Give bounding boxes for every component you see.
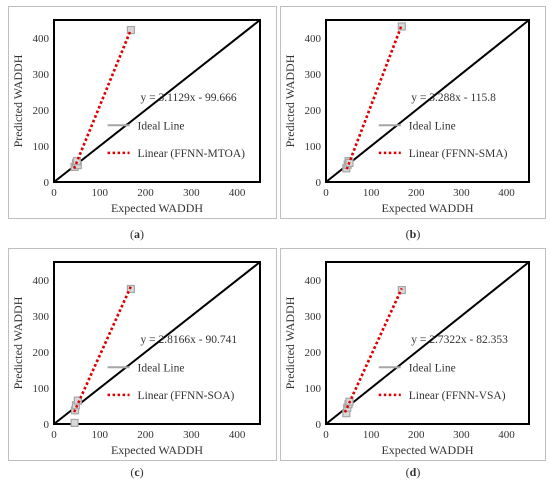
trend-equation: y = 2.8166x - 90.741	[141, 334, 238, 346]
x-axis-title: Expected WADDH	[111, 201, 203, 215]
trend-line-overlay	[343, 287, 403, 413]
chart-panel-2: 0 100 200 300 400 0 100 200 300 400 Expected WADDH…	[280, 6, 546, 241]
ideal-line	[325, 19, 530, 183]
panel-caption: (d)	[406, 465, 421, 479]
y-tick-label: 200	[33, 347, 50, 359]
plot-area-frame	[53, 19, 261, 183]
legend-label-trend: Linear (FFNN-SOA)	[138, 390, 235, 402]
y-tick-label: 0	[316, 419, 322, 431]
x-tick-label: 0	[323, 429, 329, 441]
y-axis-title: Predicted WADDH	[11, 54, 25, 147]
data-point	[73, 396, 82, 405]
y-axis-title: Predicted WADDH	[283, 54, 297, 147]
y-tick-label: 200	[305, 347, 322, 359]
x-tick-label: 300	[453, 187, 470, 199]
y-tick-label: 400	[33, 33, 50, 45]
y-axis-title: Predicted WADDH	[283, 296, 297, 389]
ideal-line	[53, 19, 261, 183]
ideal-line	[53, 261, 261, 425]
panel-border	[280, 248, 546, 461]
trend-equation: y = 3.1129x - 99.666	[141, 92, 237, 104]
legend-label-trend: Linear (FFNN-SMA)	[409, 148, 508, 160]
y-tick-label: 300	[305, 311, 322, 323]
x-tick-label: 200	[408, 187, 425, 199]
data-point	[72, 157, 81, 166]
x-tick-label: 0	[51, 429, 57, 441]
x-tick-label: 400	[229, 187, 246, 199]
trend-line-overlay	[345, 24, 403, 170]
y-tick-label: 100	[305, 141, 322, 153]
chart-panel-4: 0 100 200 300 400 0 100 200 300 400 Expected WADDH…	[280, 248, 546, 479]
y-tick-label: 0	[44, 419, 50, 431]
chart-panel-3: 0 100 200 300 400 0 100 200 300 400 Expected WADDH…	[8, 248, 277, 479]
legend-label-trend: Linear (FFNN-VSA)	[409, 390, 506, 402]
data-point	[126, 25, 136, 35]
y-tick-label: 100	[33, 141, 50, 153]
y-tick-label: 400	[33, 275, 50, 287]
x-tick-label: 100	[92, 429, 109, 441]
x-tick-label: 300	[453, 429, 470, 441]
legend-label-ideal: Ideal Line	[409, 362, 456, 374]
panel-caption: (b)	[406, 227, 421, 241]
x-tick-label: 100	[363, 429, 380, 441]
panel-border	[8, 6, 277, 219]
x-tick-label: 300	[183, 429, 200, 441]
panel-caption: (a)	[130, 227, 144, 241]
x-tick-label: 0	[51, 187, 57, 199]
y-tick-label: 0	[44, 177, 50, 189]
legend-label-ideal: Ideal Line	[409, 120, 456, 132]
x-tick-label: 200	[137, 187, 154, 199]
x-tick-label: 100	[363, 187, 380, 199]
x-tick-label: 400	[229, 429, 246, 441]
x-axis-title: Expected WADDH	[381, 443, 473, 457]
plot-area-frame	[325, 19, 530, 183]
x-tick-label: 200	[408, 429, 425, 441]
trend-line-overlay	[73, 285, 133, 413]
plot-area-frame	[325, 261, 530, 425]
y-tick-label: 200	[305, 105, 322, 117]
y-tick-label: 300	[305, 69, 322, 81]
y-axis-title: Predicted WADDH	[11, 296, 25, 389]
panel-caption: (c)	[130, 465, 143, 479]
y-tick-label: 400	[305, 33, 322, 45]
panel-border	[8, 248, 277, 461]
legend-label-ideal: Ideal Line	[138, 120, 185, 132]
x-tick-label: 0	[323, 187, 329, 199]
x-axis-title: Expected WADDH	[111, 443, 203, 457]
ideal-line	[325, 261, 530, 425]
trend-equation: y = 2.7322x - 82.353	[411, 334, 508, 346]
x-tick-label: 200	[137, 429, 154, 441]
y-tick-label: 400	[305, 275, 322, 287]
x-axis-title: Expected WADDH	[381, 201, 473, 215]
x-tick-label: 300	[183, 187, 200, 199]
legend-label-trend: Linear (FFNN-MTOA)	[138, 148, 246, 160]
y-tick-label: 100	[305, 383, 322, 395]
y-tick-label: 300	[33, 69, 50, 81]
x-tick-label: 400	[498, 429, 515, 441]
x-tick-label: 100	[92, 187, 109, 199]
chart-panel-1: 0 100 200 300 400 0 100 200 300 400 Expected WADDH…	[8, 6, 277, 241]
panel-border	[280, 6, 546, 219]
y-tick-label: 200	[33, 105, 50, 117]
y-tick-label: 300	[33, 311, 50, 323]
legend-label-ideal: Ideal Line	[138, 362, 185, 374]
data-point	[397, 285, 406, 295]
y-tick-label: 100	[33, 383, 50, 395]
trend-equation: y = 3.288x - 115.8	[411, 92, 496, 104]
trend-line-overlay	[72, 29, 133, 170]
data-point	[70, 418, 79, 428]
y-tick-label: 0	[316, 177, 322, 189]
data-point	[397, 22, 406, 31]
x-tick-label: 400	[498, 187, 515, 199]
plot-area-frame	[53, 261, 261, 425]
